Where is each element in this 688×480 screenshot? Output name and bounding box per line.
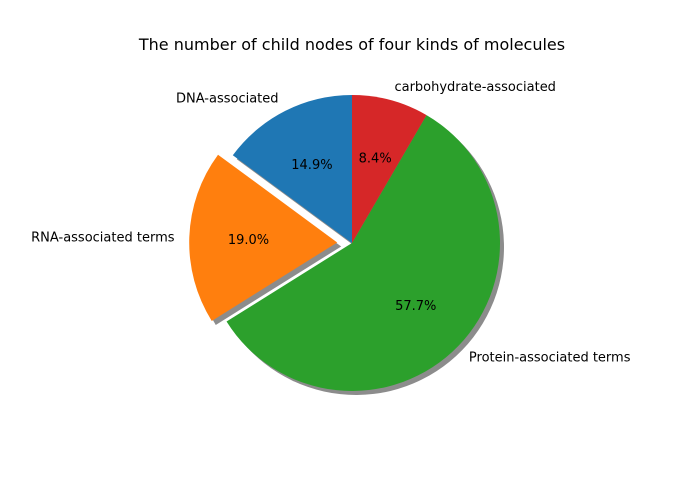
slice-layer <box>189 95 500 391</box>
pie-percent-label-protein-associated-terms: 57.7% <box>395 299 436 314</box>
pie-percent-label-carbohydrate-associated: 8.4% <box>359 151 392 166</box>
pie-category-label-dna-associated: DNA-associated <box>176 92 279 107</box>
chart-title: The number of child nodes of four kinds … <box>138 35 565 54</box>
pie-slice-protein-associated-terms <box>226 115 500 391</box>
pie-slice-dna-associated <box>232 95 352 243</box>
pie-slice-carbohydrate-associated <box>352 95 427 243</box>
pie-category-label-protein-associated-terms: Protein-associated terms <box>469 350 631 365</box>
pie-slice-rna-associated-terms <box>189 154 338 321</box>
pie-category-label-rna-associated-terms: RNA-associated terms <box>31 230 175 245</box>
pie-percent-label-dna-associated: 14.9% <box>291 158 332 173</box>
pie-percent-label-rna-associated-terms: 19.0% <box>228 233 269 248</box>
label-layer: 14.9% DNA-associated 19.0% RNA-associated t… <box>31 80 631 365</box>
pie-category-label-carbohydrate-associated: carbohydrate-associated <box>394 80 555 95</box>
